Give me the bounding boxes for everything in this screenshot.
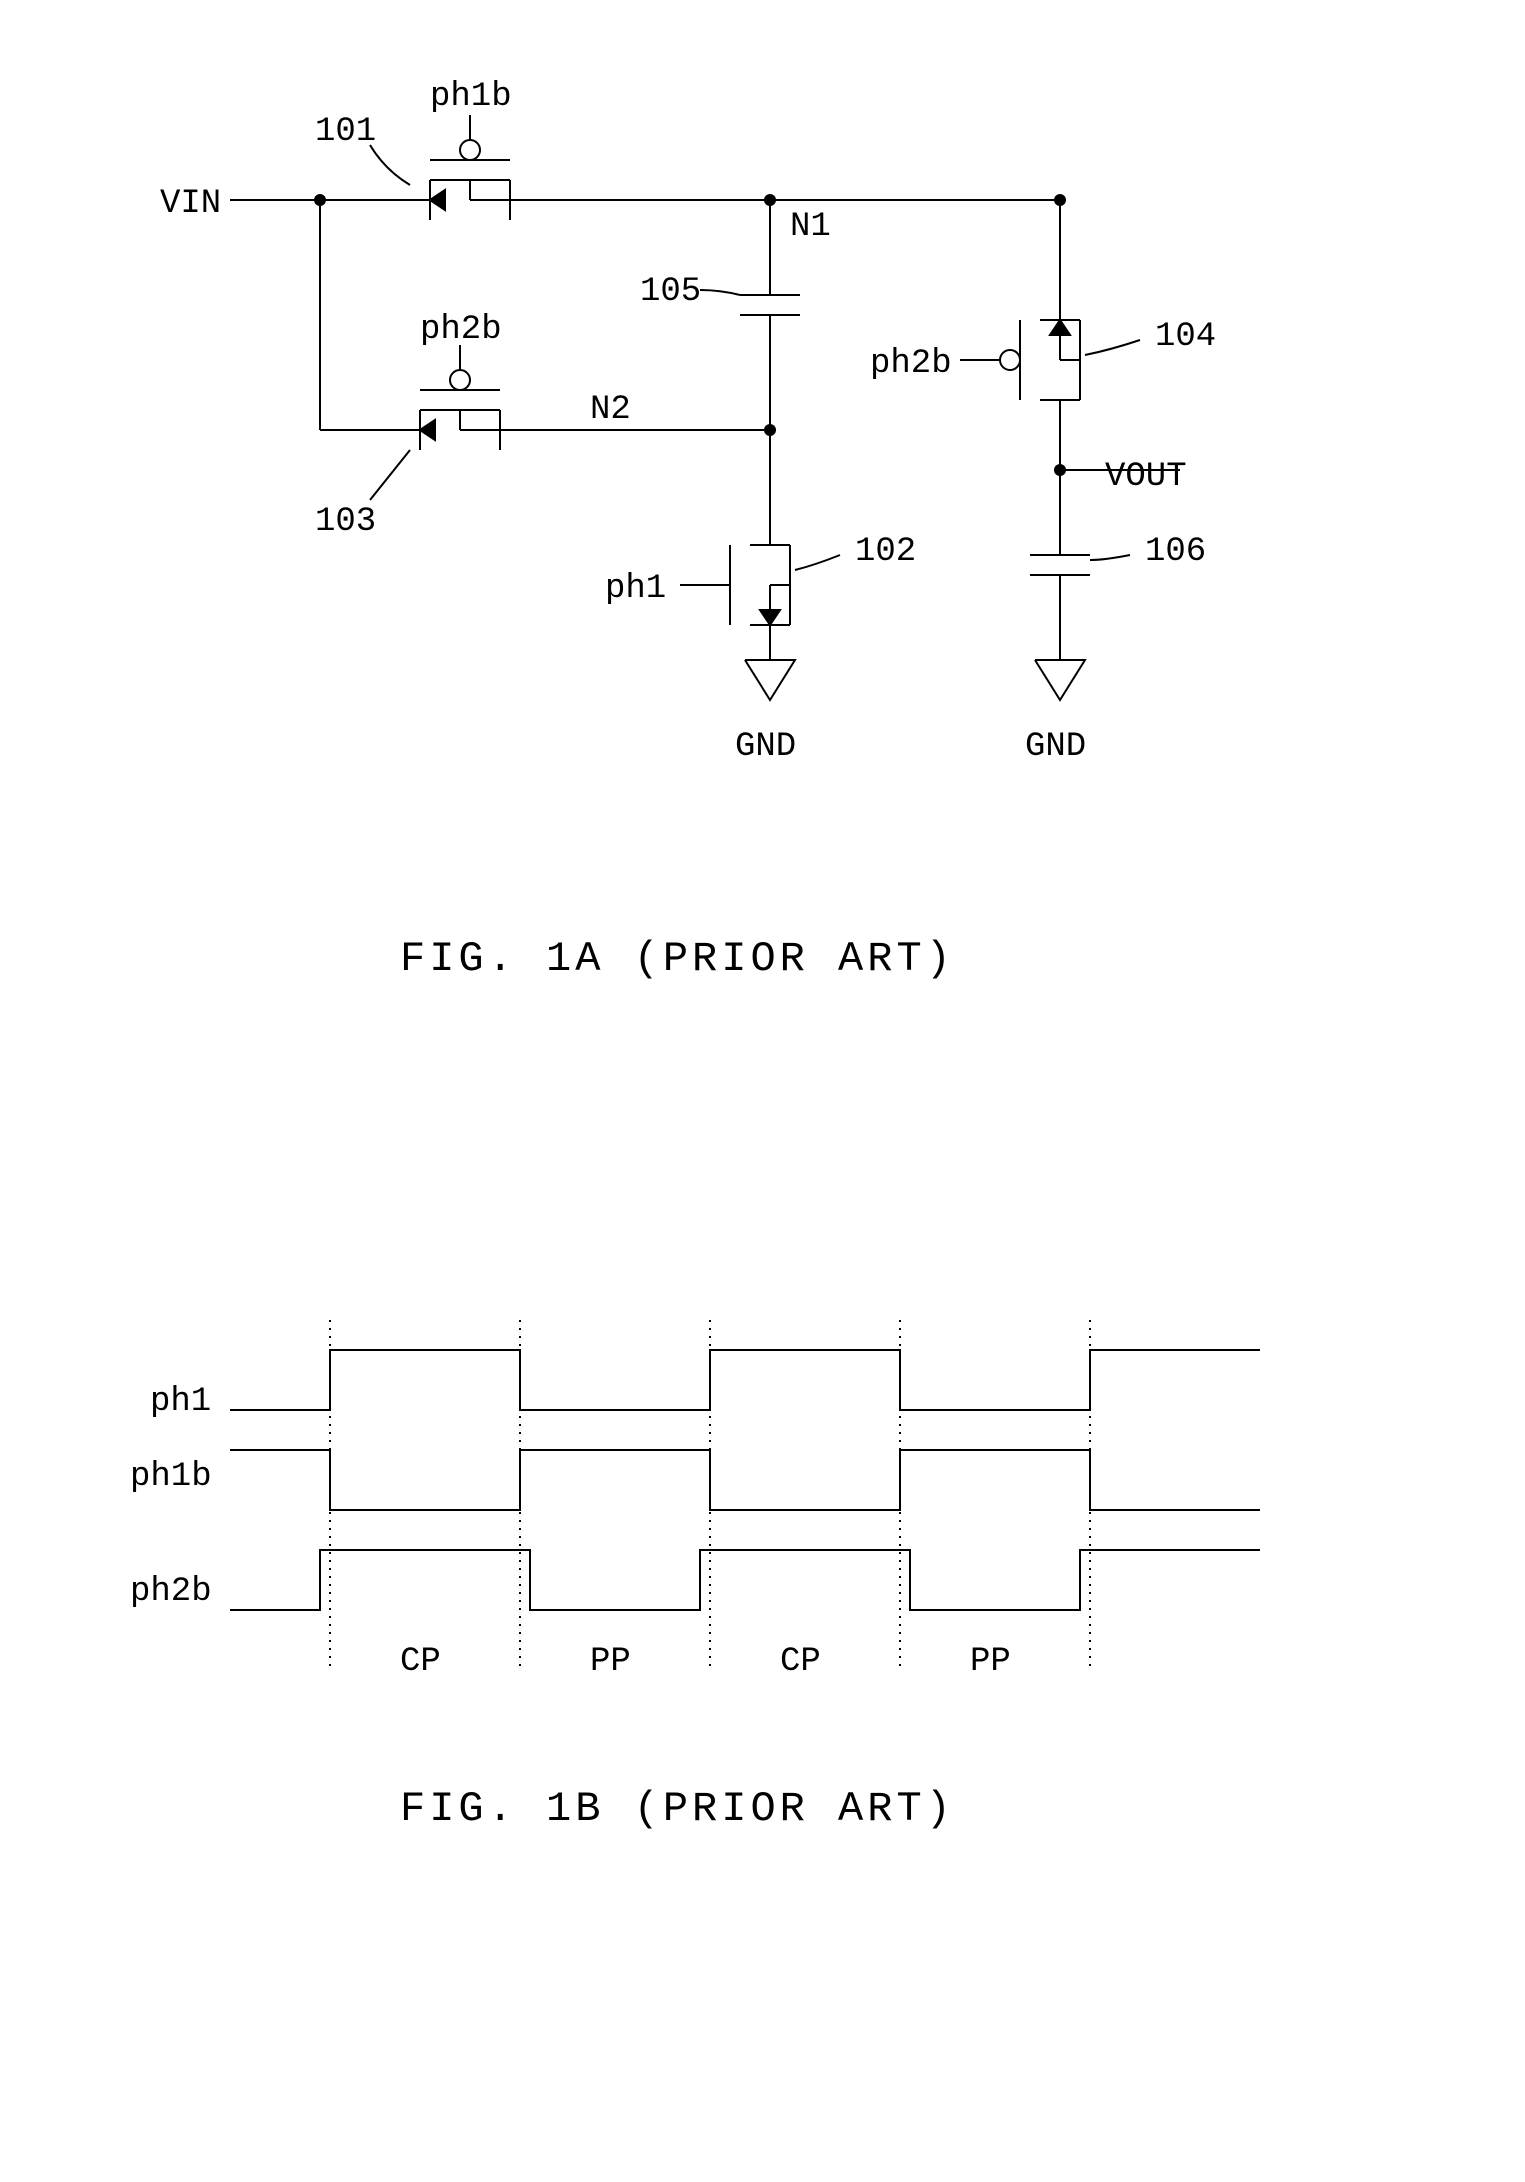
n1-label: N1: [790, 208, 831, 246]
timing-label-ph1: ph1: [150, 1383, 211, 1421]
fig-1b-caption: FIG. 1B (PRIOR ART): [400, 1785, 955, 1833]
fig-1a-caption: FIG. 1A (PRIOR ART): [400, 935, 955, 983]
ref-105: 105: [640, 273, 701, 311]
ref-104: 104: [1155, 318, 1216, 356]
ph1-label-102: ph1: [605, 570, 666, 608]
ref-103: 103: [315, 503, 376, 541]
phase-label-1: PP: [590, 1643, 631, 1681]
phase-label-2: CP: [780, 1643, 821, 1681]
ph2b-label-104: ph2b: [870, 345, 952, 383]
fig-1b-timing: ph1 ph1b ph2b CP PP CP PP FIG. 1B (PRIOR…: [0, 1250, 1525, 1950]
ph1b-label-101: ph1b: [430, 78, 512, 116]
gnd-left: GND: [735, 728, 796, 766]
fig-1a-schematic: VIN ph1b 101 N1 105 ph2b 104 VOUT 106 ph…: [0, 0, 1525, 1100]
vout-label: VOUT: [1105, 458, 1187, 496]
ref-106: 106: [1145, 533, 1206, 571]
gnd-right: GND: [1025, 728, 1086, 766]
phase-label-0: CP: [400, 1643, 441, 1681]
timing-label-ph1b: ph1b: [130, 1458, 212, 1496]
phase-label-3: PP: [970, 1643, 1011, 1681]
ref-102: 102: [855, 533, 916, 571]
ref-101: 101: [315, 113, 376, 151]
ph2b-label-103: ph2b: [420, 311, 502, 349]
timing-label-ph2b: ph2b: [130, 1573, 212, 1611]
n2-label: N2: [590, 391, 631, 429]
vin-label: VIN: [160, 185, 221, 223]
